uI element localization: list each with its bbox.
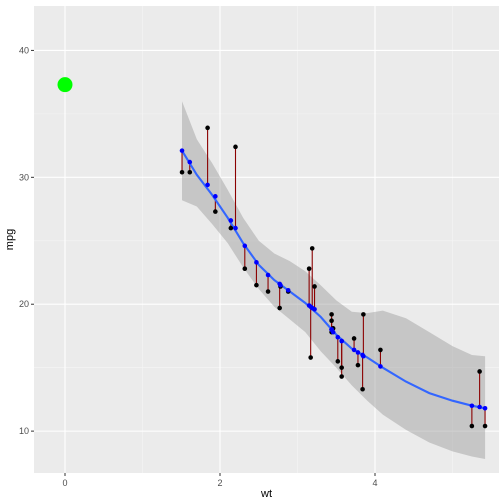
observed-point — [378, 347, 383, 353]
fitted-point — [254, 260, 259, 265]
observed-point — [361, 312, 366, 317]
fitted-point — [265, 272, 271, 278]
fitted-point — [213, 194, 218, 199]
y-tick-label: 20 — [19, 299, 29, 309]
x-tick-label: 4 — [372, 478, 377, 488]
observed-point — [308, 355, 313, 360]
fitted-point — [477, 404, 482, 410]
observed-point — [312, 284, 317, 289]
fitted-point — [205, 182, 210, 188]
x-axis-title: wt — [260, 488, 272, 500]
observed-point — [265, 289, 271, 294]
y-axis-title: mpg — [4, 229, 16, 250]
observed-point — [228, 225, 234, 231]
observed-point — [277, 305, 282, 311]
observed-point — [205, 125, 210, 131]
fitted-point — [482, 405, 488, 411]
y-axis: 10 20 30 40 — [19, 45, 34, 436]
plot-panel — [34, 6, 499, 473]
fitted-point — [330, 329, 336, 335]
fitted-point — [233, 225, 238, 231]
observed-point — [187, 169, 193, 175]
fitted-point — [355, 350, 361, 355]
fitted-point — [469, 403, 475, 409]
observed-point — [233, 144, 238, 150]
fitted-point — [228, 218, 234, 223]
observed-point — [339, 374, 344, 379]
x-tick-label: 2 — [217, 478, 222, 488]
fitted-point — [242, 243, 248, 249]
fitted-point — [187, 159, 193, 165]
observed-point — [179, 169, 185, 175]
fitted-point — [312, 306, 317, 312]
x-tick-label: 0 — [62, 478, 67, 488]
confidence-band — [182, 101, 486, 459]
fitted-point — [361, 353, 366, 359]
fitted-point — [285, 287, 291, 293]
y-tick-label: 10 — [19, 426, 29, 436]
fitted-point — [351, 347, 357, 353]
y-tick-label: 30 — [19, 172, 29, 182]
observed-point — [329, 318, 334, 324]
observed-point — [335, 359, 341, 364]
grid-major — [34, 6, 499, 473]
observed-point — [339, 365, 344, 370]
x-axis: 0 2 4 — [62, 473, 378, 488]
fitted-point — [335, 334, 341, 340]
observed-point — [329, 312, 334, 317]
observed-point — [351, 336, 357, 341]
observed-point — [254, 282, 259, 288]
grid-minor — [34, 6, 499, 473]
y-tick-label: 40 — [19, 45, 29, 55]
smooth-line — [181, 150, 486, 410]
observed-point — [477, 369, 482, 374]
observed-point — [309, 246, 315, 251]
observed-point — [360, 386, 365, 392]
observed-point — [242, 266, 248, 271]
fitted-point — [378, 364, 383, 369]
fitted-points — [179, 148, 488, 411]
highlight-point — [57, 77, 73, 93]
fitted-point — [278, 282, 283, 288]
observed-point — [213, 209, 218, 214]
fitted-point — [179, 148, 185, 153]
observed-point — [469, 423, 475, 429]
observed-point — [355, 362, 361, 368]
observed-point — [482, 423, 488, 429]
observed-point — [306, 266, 312, 271]
fitted-point — [339, 338, 344, 344]
